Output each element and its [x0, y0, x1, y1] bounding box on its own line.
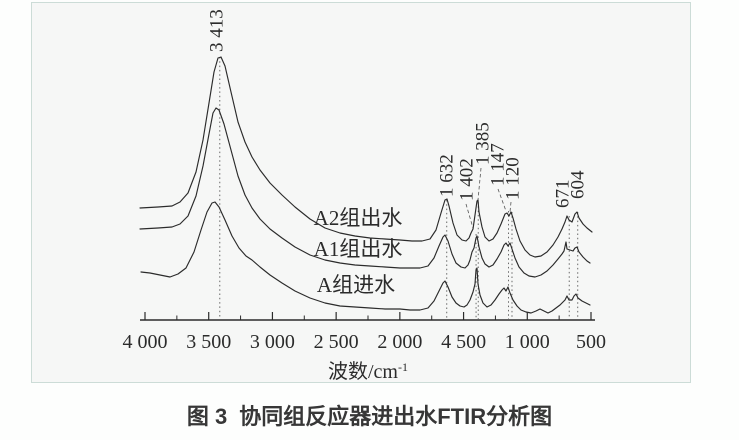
x-tick-label-4000: 4 000: [123, 331, 168, 353]
x-axis-title-exponent: -1: [398, 360, 408, 374]
x-tick-label-2500: 2 500: [314, 331, 359, 353]
x-axis-title-base: 波数/cm: [328, 361, 398, 383]
peak-leader-1402: [465, 203, 474, 229]
x-tick-label-2000: 2 000: [377, 331, 422, 353]
peak-label-1385: 1 385: [473, 122, 494, 165]
x-axis-title: 波数/cm-1: [328, 355, 408, 384]
series-label-2: A组进水: [317, 273, 395, 297]
peak-label-1120: 1 120: [503, 157, 524, 200]
figure-caption-number: 图 3: [186, 404, 228, 429]
peak-leader-1147: [497, 188, 507, 212]
peak-leader-1120: [509, 201, 512, 213]
figure-caption-title: 协同组反应器进出水FTIR分析图: [239, 404, 553, 429]
figure-caption: 图 3 协同组反应器进出水FTIR分析图: [0, 399, 739, 431]
series-label-1: A1组出水: [314, 237, 403, 261]
peak-label-671: 671: [553, 180, 574, 209]
spectrum-curve-2: [140, 201, 591, 314]
x-tick-label-3500: 3 500: [186, 331, 231, 353]
peak-label-1402: 1 402: [457, 158, 478, 201]
spectrum-curve-1: [139, 107, 591, 278]
spectrum-curve-0: [139, 56, 593, 258]
x-tick-label-1000: 1 000: [505, 331, 550, 353]
peak-label-1147: 1 147: [488, 143, 509, 186]
series-label-0: A2组出水: [314, 206, 403, 230]
x-tick-label-1500: 4 500: [441, 331, 486, 353]
peak-label-3413: 3 413: [207, 9, 228, 52]
x-tick-label-500: 500: [576, 331, 606, 353]
peak-label-604: 604: [568, 170, 589, 199]
x-tick-label-3000: 3 000: [250, 331, 295, 353]
peak-label-1632: 1 632: [437, 154, 458, 197]
peak-leader-1385: [477, 167, 482, 201]
